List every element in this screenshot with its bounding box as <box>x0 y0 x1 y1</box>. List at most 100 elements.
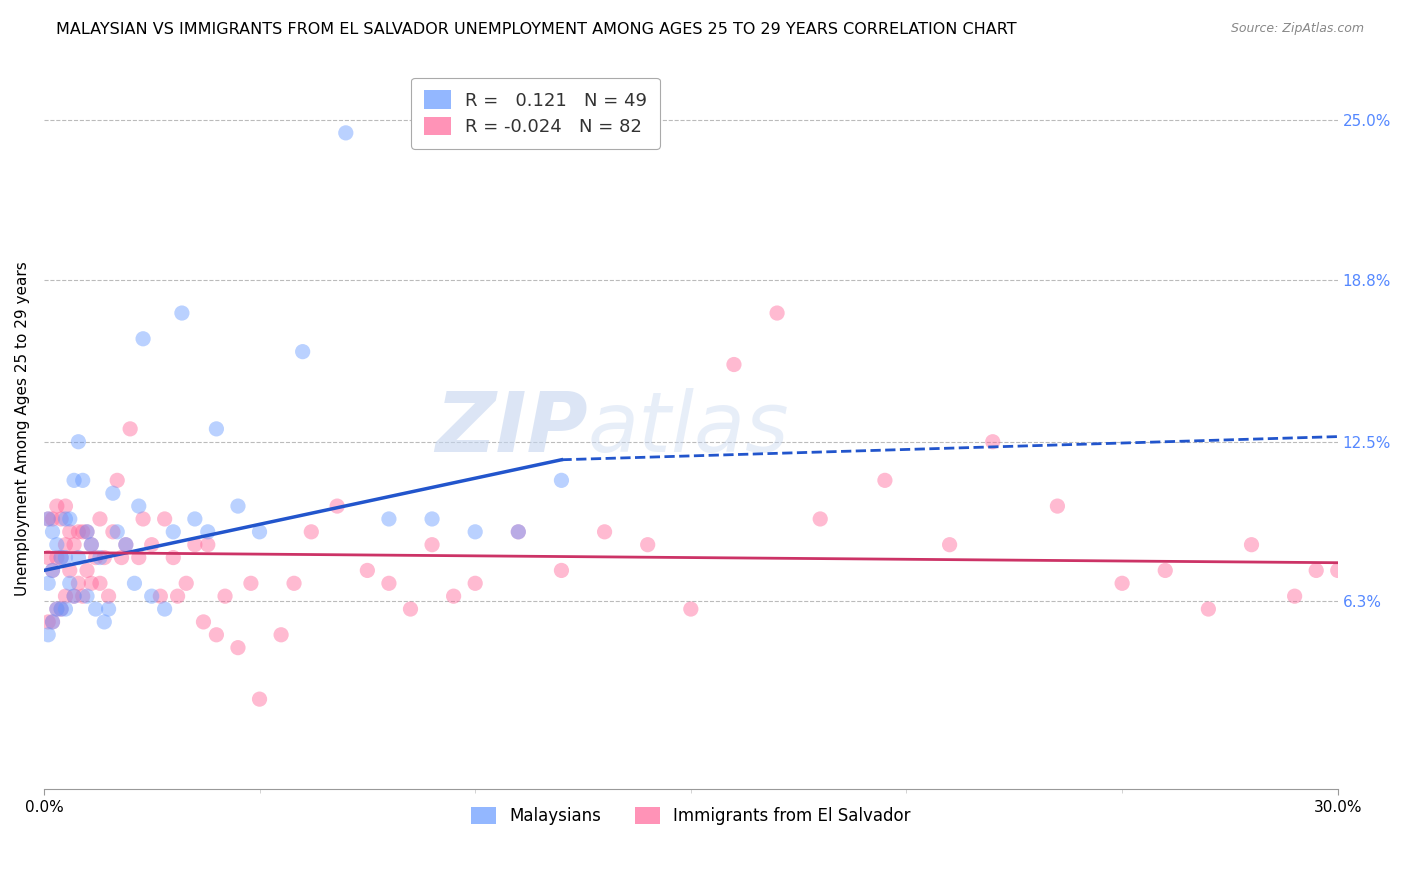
Point <box>249 524 271 539</box>
Point <box>326 499 349 513</box>
Point <box>938 538 960 552</box>
Point <box>93 615 115 629</box>
Point <box>114 538 136 552</box>
Point <box>105 524 128 539</box>
Point <box>67 550 90 565</box>
Point <box>1284 589 1306 603</box>
Point <box>378 512 401 526</box>
Point <box>72 589 94 603</box>
Point <box>356 564 378 578</box>
Point <box>41 615 63 629</box>
Point <box>162 524 184 539</box>
Point <box>174 576 197 591</box>
Point <box>63 474 86 488</box>
Point <box>37 615 59 629</box>
Point <box>45 499 67 513</box>
Point <box>593 524 616 539</box>
Point <box>76 564 98 578</box>
Point <box>41 564 63 578</box>
Point <box>59 564 82 578</box>
Point <box>808 512 831 526</box>
Point <box>37 628 59 642</box>
Point <box>49 602 72 616</box>
Point <box>399 602 422 616</box>
Point <box>37 576 59 591</box>
Point <box>162 550 184 565</box>
Point <box>72 524 94 539</box>
Point <box>45 602 67 616</box>
Point <box>249 692 271 706</box>
Point <box>55 499 77 513</box>
Point <box>464 524 486 539</box>
Point <box>110 550 132 565</box>
Point <box>45 602 67 616</box>
Point <box>49 550 72 565</box>
Point <box>76 524 98 539</box>
Point <box>80 576 103 591</box>
Point <box>55 589 77 603</box>
Point <box>1154 564 1177 578</box>
Point <box>37 512 59 526</box>
Point <box>55 538 77 552</box>
Point <box>214 589 236 603</box>
Point <box>76 589 98 603</box>
Point <box>93 550 115 565</box>
Point <box>550 474 572 488</box>
Point <box>205 628 228 642</box>
Point <box>166 589 188 603</box>
Point <box>205 422 228 436</box>
Point <box>72 474 94 488</box>
Point <box>291 344 314 359</box>
Point <box>378 576 401 591</box>
Point <box>283 576 305 591</box>
Point <box>464 576 486 591</box>
Point <box>128 550 150 565</box>
Text: Source: ZipAtlas.com: Source: ZipAtlas.com <box>1230 22 1364 36</box>
Point <box>149 589 172 603</box>
Point <box>153 512 176 526</box>
Point <box>443 589 465 603</box>
Point <box>1197 602 1219 616</box>
Point <box>67 576 90 591</box>
Point <box>97 589 120 603</box>
Point <box>184 538 207 552</box>
Point <box>80 538 103 552</box>
Text: ZIP: ZIP <box>434 388 588 469</box>
Point <box>89 512 111 526</box>
Point <box>45 550 67 565</box>
Point <box>49 602 72 616</box>
Point <box>153 602 176 616</box>
Point <box>41 512 63 526</box>
Point <box>37 550 59 565</box>
Point <box>67 434 90 449</box>
Point <box>226 640 249 655</box>
Point <box>55 550 77 565</box>
Point <box>335 126 357 140</box>
Point <box>37 512 59 526</box>
Point <box>550 564 572 578</box>
Point <box>114 538 136 552</box>
Point <box>63 589 86 603</box>
Point <box>41 615 63 629</box>
Point <box>1046 499 1069 513</box>
Point <box>132 512 155 526</box>
Text: MALAYSIAN VS IMMIGRANTS FROM EL SALVADOR UNEMPLOYMENT AMONG AGES 25 TO 29 YEARS : MALAYSIAN VS IMMIGRANTS FROM EL SALVADOR… <box>56 22 1017 37</box>
Point <box>679 602 702 616</box>
Point <box>239 576 262 591</box>
Point <box>63 589 86 603</box>
Point <box>197 538 219 552</box>
Point <box>193 615 215 629</box>
Point <box>49 550 72 565</box>
Text: atlas: atlas <box>588 388 789 469</box>
Point <box>299 524 322 539</box>
Point <box>41 524 63 539</box>
Point <box>80 538 103 552</box>
Point <box>132 332 155 346</box>
Point <box>170 306 193 320</box>
Point <box>41 564 63 578</box>
Point <box>420 512 443 526</box>
Point <box>67 524 90 539</box>
Point <box>637 538 659 552</box>
Legend: Malaysians, Immigrants from El Salvador: Malaysians, Immigrants from El Salvador <box>461 797 921 835</box>
Point <box>59 524 82 539</box>
